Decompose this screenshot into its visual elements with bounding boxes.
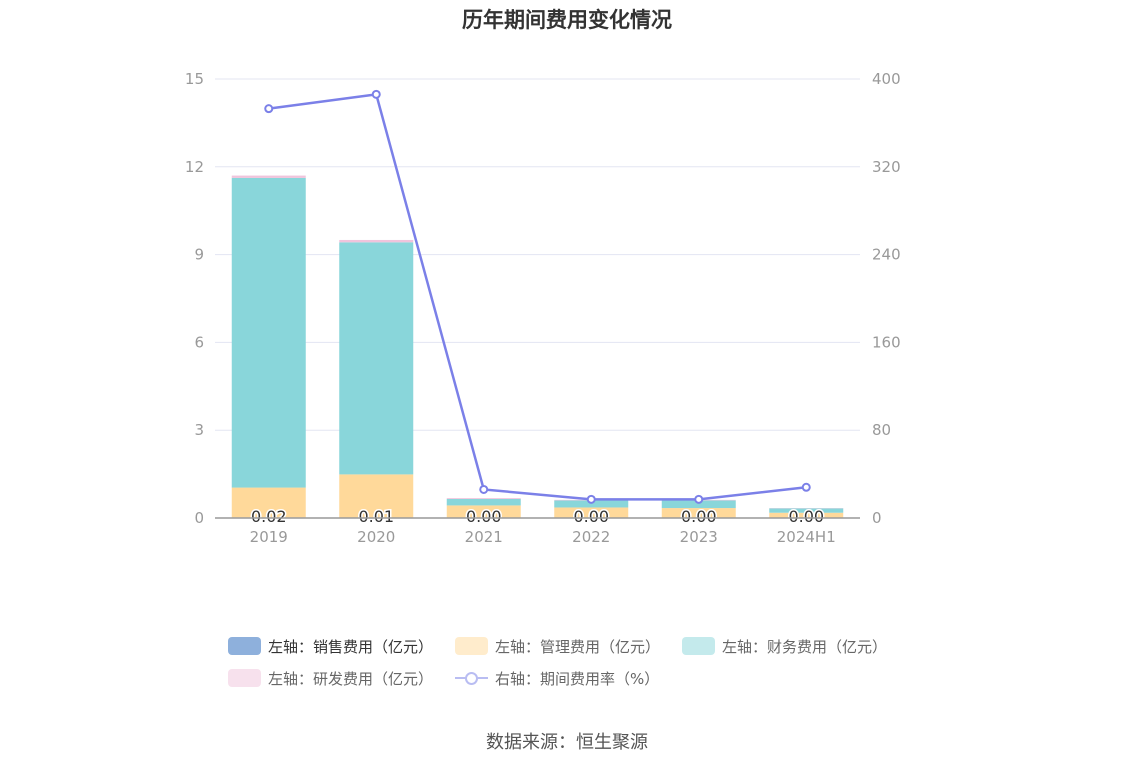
legend: 左轴：销售费用（亿元） 左轴：管理费用（亿元） 左轴：财务费用（亿元） 左轴：研发费…	[228, 630, 928, 694]
bar-labels: 0.02 0.01 0.00 0.00 0.00 0.00	[249, 506, 825, 528]
legend-item[interactable]: 左轴：销售费用（亿元）	[228, 636, 433, 657]
legend-item[interactable]: 左轴：研发费用（亿元）	[228, 668, 433, 689]
legend-swatch-icon	[228, 669, 261, 687]
legend-row: 左轴：销售费用（亿元） 左轴：管理费用（亿元） 左轴：财务费用（亿元）	[228, 630, 928, 662]
bar-segment	[554, 507, 629, 518]
x-axis-tick-label: 2020	[357, 528, 395, 546]
x-axis-tick-label: 2023	[680, 528, 718, 546]
left-axis-tick-label: 9	[194, 246, 204, 264]
line-point	[371, 89, 381, 99]
grid-lines	[215, 78, 860, 431]
legend-label: 左轴：销售费用（亿元）	[268, 637, 434, 656]
bar-segment	[339, 474, 414, 518]
bar-segment	[339, 239, 414, 243]
bar-data-label: 0.00	[788, 507, 824, 526]
legend-line-marker-icon	[455, 669, 489, 687]
line-point	[801, 482, 811, 492]
bar-data-label: 0.00	[573, 507, 609, 526]
legend-label: 左轴：管理费用（亿元）	[495, 637, 661, 656]
left-axis-tick-label: 15	[185, 70, 204, 88]
bar-segment	[231, 177, 306, 488]
bar-segment	[446, 498, 521, 506]
legend-label: 左轴：研发费用（亿元）	[268, 669, 434, 688]
legend-item[interactable]: 左轴：财务费用（亿元）	[682, 636, 887, 657]
legend-swatch-icon	[682, 637, 716, 655]
bar-data-label: 0.02	[251, 507, 287, 526]
right-axis-tick-label: 0	[872, 509, 882, 527]
legend-label: 右轴：期间费用率（%）	[495, 669, 660, 688]
chart-title: 历年期间费用变化情况	[462, 8, 672, 32]
line-point	[694, 494, 704, 504]
bar-segment	[446, 505, 521, 518]
line-path	[268, 92, 807, 501]
bar-segment	[339, 242, 414, 475]
x-axis-tick-label: 2024H1	[777, 528, 836, 546]
chart-canvas: 0.02 0.01 0.00 0.00 0.00 0.00 0 0 3 80 6 160 9 240 12…	[185, 70, 901, 546]
x-axis-tick-label: 2021	[465, 528, 503, 546]
legend-item[interactable]: 左轴：管理费用（亿元）	[455, 636, 660, 657]
left-axis-tick-label: 3	[194, 421, 204, 439]
bar-segment	[231, 175, 306, 178]
bar-segment	[661, 500, 736, 509]
right-axis-tick-label: 320	[872, 158, 901, 176]
bar-data-label: 0.01	[358, 507, 394, 526]
left-axis-tick-label: 6	[194, 333, 204, 351]
line-point	[264, 104, 274, 114]
legend-item[interactable]: 右轴：期间费用率（%）	[455, 668, 659, 689]
legend-label: 左轴：财务费用（亿元）	[722, 637, 888, 656]
bar-segment	[661, 508, 736, 518]
right-axis-tick-label: 80	[872, 421, 891, 439]
bar-data-label: 0.00	[681, 507, 717, 526]
bar-segment	[769, 508, 844, 513]
right-axis-tick-label: 160	[872, 333, 901, 351]
line-point	[479, 484, 489, 494]
bar-segment	[554, 500, 629, 508]
legend-row: 左轴：研发费用（亿元） 右轴：期间费用率（%）	[228, 662, 928, 694]
x-axis-tick-label: 2019	[250, 528, 288, 546]
bar-segment	[769, 512, 844, 518]
right-axis-tick-label: 400	[872, 70, 901, 88]
legend-swatch-icon	[455, 637, 489, 655]
legend-swatch-icon	[228, 637, 261, 655]
left-axis-tick-label: 12	[185, 158, 204, 176]
right-axis-tick-label: 240	[872, 246, 901, 264]
line-series	[264, 89, 811, 504]
bar-data-label: 0.00	[466, 507, 502, 526]
bar-series	[231, 175, 844, 518]
axes: 0 0 3 80 6 160 9 240 12 320 15 400 2019 2020 2021 2022 2…	[185, 70, 901, 546]
x-axis-tick-label: 2022	[572, 528, 610, 546]
bar-segment	[446, 498, 521, 499]
source-note: 数据来源：恒生聚源	[486, 732, 648, 753]
bar-segment	[231, 487, 306, 518]
line-point	[586, 494, 596, 504]
left-axis-tick-label: 0	[194, 509, 204, 527]
